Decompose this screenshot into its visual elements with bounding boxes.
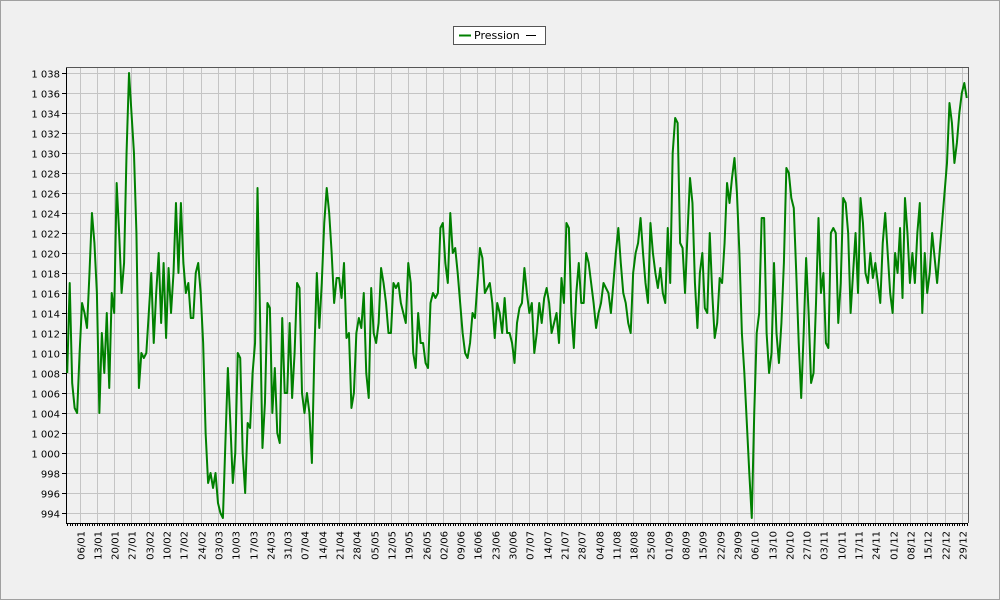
- legend-label: Pression: [474, 29, 520, 42]
- x-tick-label: 02/06: [440, 531, 451, 560]
- x-tick-label: 06/10: [751, 531, 762, 560]
- x-tick-label: 10/03: [232, 531, 243, 560]
- x-tick-label: 22/09: [717, 531, 728, 560]
- y-tick-label: 1 008: [31, 370, 60, 381]
- x-tick-label: 07/04: [301, 531, 312, 560]
- y-tick-label: 1 006: [31, 390, 60, 401]
- x-tick-label: 15/09: [699, 531, 710, 560]
- x-tick-label: 17/02: [180, 531, 191, 560]
- x-tick-label: 29/09: [734, 531, 745, 560]
- x-tick-label: 04/08: [596, 531, 607, 560]
- x-tick-label: 17/03: [250, 531, 261, 560]
- x-tick-label: 01/09: [665, 531, 676, 560]
- x-tick-label: 25/08: [647, 531, 658, 560]
- y-tick-label: 1 024: [31, 210, 60, 221]
- y-tick-label: 994: [41, 510, 60, 521]
- plot-area: [66, 67, 968, 523]
- legend: Pression: [453, 26, 546, 45]
- x-tick-label: 26/05: [423, 531, 434, 560]
- x-tick-label: 24/11: [872, 531, 883, 560]
- x-tick-label: 31/03: [284, 531, 295, 560]
- y-tick-label: 1 032: [31, 130, 60, 141]
- y-tick-label: 1 016: [31, 290, 60, 301]
- x-tick-label: 27/10: [803, 531, 814, 560]
- x-tick-label: 05/05: [371, 531, 382, 560]
- x-tick-label: 09/06: [457, 531, 468, 560]
- y-tick-label: 1 036: [31, 90, 60, 101]
- y-tick-label: 1 014: [31, 310, 60, 321]
- y-tick-label: 998: [41, 470, 60, 481]
- series-line: [66, 72, 968, 519]
- x-tick-label: 21/07: [561, 531, 572, 560]
- x-tick-label: 18/08: [630, 531, 641, 560]
- x-tick-label: 15/12: [924, 531, 935, 560]
- y-tick-label: 1 002: [31, 430, 60, 441]
- x-tick-label: 06/01: [77, 531, 88, 560]
- x-tick-label: 10/02: [163, 531, 174, 560]
- x-tick-label: 28/04: [353, 531, 364, 560]
- x-tick-label: 07/07: [526, 531, 537, 560]
- x-tick-label: 20/10: [786, 531, 797, 560]
- y-tick-label: 1 012: [31, 330, 60, 341]
- y-tick-label: 1 028: [31, 170, 60, 181]
- y-tick-label: 1 010: [31, 350, 60, 361]
- y-tick-label: 1 022: [31, 230, 60, 241]
- x-tick-label: 08/09: [682, 531, 693, 560]
- x-tick-label: 12/05: [388, 531, 399, 560]
- x-tick-label: 28/07: [578, 531, 589, 560]
- y-tick-label: 1 026: [31, 190, 60, 201]
- x-tick-label: 10/11: [838, 531, 849, 560]
- y-tick-label: 996: [41, 490, 60, 501]
- x-tick-label: 03/02: [146, 531, 157, 560]
- x-tick-label: 16/06: [474, 531, 485, 560]
- y-tick-label: 1 004: [31, 410, 60, 421]
- x-tick-label: 30/06: [509, 531, 520, 560]
- y-tick-label: 1 030: [31, 150, 60, 161]
- x-tick-label: 27/01: [128, 531, 139, 560]
- x-tick-label: 14/07: [544, 531, 555, 560]
- x-tick-label: 08/12: [907, 531, 918, 560]
- x-tick-label: 29/12: [959, 531, 970, 560]
- x-tick-label: 23/06: [492, 531, 503, 560]
- x-tick-label: 20/01: [111, 531, 122, 560]
- x-tick-label: 11/08: [613, 531, 624, 560]
- x-tick-label: 19/05: [405, 531, 416, 560]
- y-tick-label: 1 038: [31, 70, 60, 81]
- x-tick-label: 14/04: [319, 531, 330, 560]
- x-tick-label: 24/03: [267, 531, 278, 560]
- x-tick-label: 01/12: [890, 531, 901, 560]
- x-tick-label: 13/10: [769, 531, 780, 560]
- x-tick-label: 03/03: [215, 531, 226, 560]
- y-tick-label: 1 020: [31, 250, 60, 261]
- legend-box: [453, 26, 546, 45]
- y-tick-label: 1 018: [31, 270, 60, 281]
- y-tick-label: 1 000: [31, 450, 60, 461]
- x-tick-label: 13/01: [94, 531, 105, 560]
- x-tick-label: 24/02: [198, 531, 209, 560]
- y-tick-label: 1 034: [31, 110, 60, 121]
- x-tick-label: 03/11: [820, 531, 831, 560]
- x-tick-label: 22/12: [942, 531, 953, 560]
- x-tick-label: 17/11: [855, 531, 866, 560]
- x-tick-label: 21/04: [336, 531, 347, 560]
